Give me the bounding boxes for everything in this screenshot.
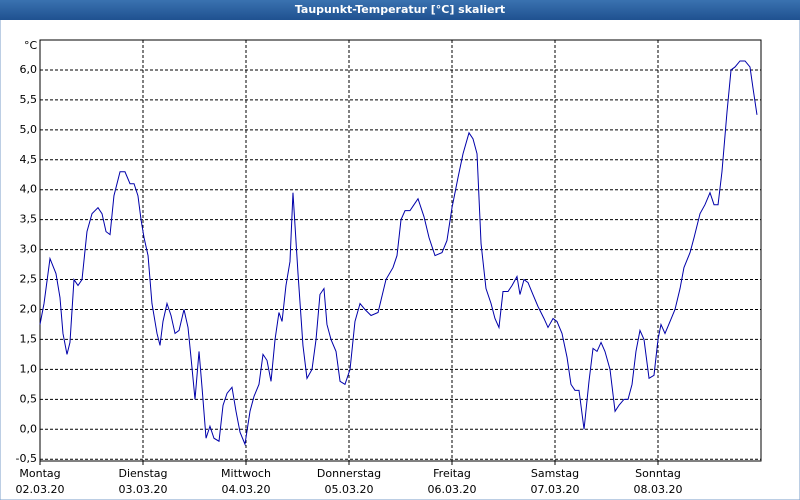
x-tick-date: 03.03.20 (119, 483, 168, 496)
y-tick-label: 4,0 (20, 183, 38, 196)
y-tick-label: -0,5 (16, 452, 37, 465)
y-tick-label: 3,5 (20, 213, 38, 226)
y-tick-label: 2,5 (20, 273, 38, 286)
x-tick-label: Montag (19, 467, 60, 480)
x-tick-date: 04.03.20 (222, 483, 271, 496)
x-tick-date: 06.03.20 (428, 483, 477, 496)
y-tick-label: 5,0 (20, 123, 38, 136)
plot-frame (39, 39, 762, 462)
x-tick-label: Samstag (531, 467, 579, 480)
y-tick-label: 6,0 (20, 63, 38, 76)
x-tick-label: Freitag (433, 467, 471, 480)
x-tick-date: 08.03.20 (634, 483, 683, 496)
x-tick-label: Mittwoch (221, 467, 271, 480)
y-tick-label: 4,5 (20, 153, 38, 166)
x-tick-label: Donnerstag (317, 467, 381, 480)
y-tick-label: 1,5 (20, 332, 38, 345)
y-tick-label: 2,0 (20, 302, 38, 315)
data-line (39, 60, 758, 447)
x-tick-label: Sonntag (635, 467, 681, 480)
chart-title: Taupunkt-Temperatur [°C] skaliert (295, 3, 505, 16)
x-tick-date: 07.03.20 (531, 483, 580, 496)
x-tick-label: Dienstag (118, 467, 167, 480)
x-tick-date: 05.03.20 (325, 483, 374, 496)
x-tick-date: 02.03.20 (16, 483, 65, 496)
y-tick-label: 5,5 (20, 93, 38, 106)
y-tick-label: 0,0 (20, 422, 38, 435)
y-unit: °C (24, 39, 38, 52)
y-tick-label: 3,0 (20, 243, 38, 256)
y-tick-label: 0,5 (20, 392, 38, 405)
title-bar (0, 0, 800, 20)
y-tick-label: 1,0 (20, 362, 38, 375)
